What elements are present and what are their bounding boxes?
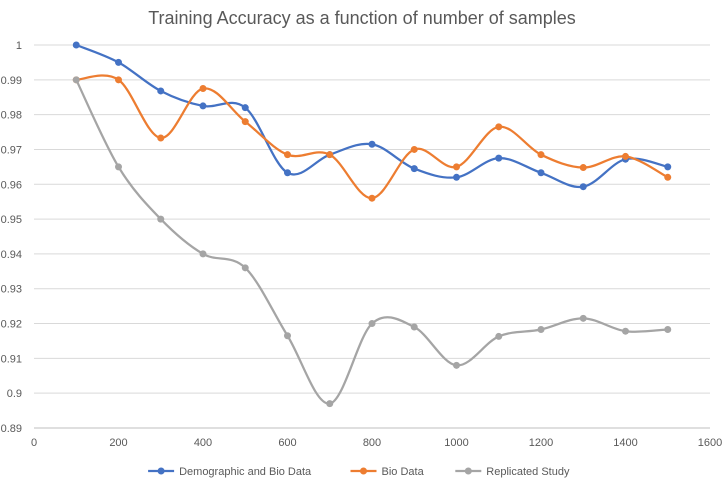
- data-point: [72, 76, 80, 84]
- legend-label: Demographic and Bio Data: [179, 466, 312, 478]
- data-point: [284, 151, 291, 159]
- data-point: [157, 134, 165, 142]
- data-point: [664, 325, 672, 333]
- data-point: [622, 327, 629, 335]
- legend-item: Replicated Study: [455, 466, 570, 478]
- y-tick-label: 0.92: [1, 319, 22, 331]
- data-point: [241, 104, 249, 112]
- data-point: [410, 323, 418, 331]
- data-point: [495, 123, 503, 131]
- y-tick-label: 1: [16, 40, 22, 52]
- y-tick-label: 0.97: [1, 144, 22, 156]
- y-tick-label: 0.93: [1, 284, 22, 296]
- data-point: [537, 169, 545, 177]
- data-point: [72, 41, 80, 49]
- y-tick-label: 0.98: [1, 110, 22, 122]
- data-point: [453, 163, 460, 171]
- y-tick-label: 0.89: [1, 423, 22, 435]
- data-point: [495, 154, 503, 162]
- data-point: [579, 164, 587, 172]
- data-point: [157, 215, 165, 223]
- data-point: [579, 314, 587, 322]
- data-point: [495, 332, 503, 340]
- series-1: [72, 74, 672, 202]
- data-point: [326, 151, 334, 159]
- data-point: [115, 76, 122, 84]
- data-point: [199, 85, 207, 93]
- legend-swatch-marker: [464, 467, 472, 475]
- x-tick-label: 0: [31, 437, 37, 449]
- gridlines: [34, 44, 710, 429]
- data-point: [284, 169, 291, 177]
- x-tick-label: 1000: [444, 437, 468, 449]
- data-point: [579, 183, 587, 191]
- data-point: [326, 400, 334, 408]
- y-tick-label: 0.9: [7, 388, 22, 400]
- data-point: [537, 151, 545, 159]
- series-line: [75, 79, 668, 405]
- x-tick-label: 1400: [613, 437, 637, 449]
- x-tick-label: 600: [278, 437, 296, 449]
- data-point: [410, 145, 418, 153]
- legend-item: Bio Data: [350, 466, 425, 478]
- data-point: [241, 264, 249, 272]
- data-point: [157, 87, 165, 95]
- legend-label: Bio Data: [382, 466, 425, 478]
- data-point: [664, 173, 672, 181]
- data-point: [199, 250, 207, 258]
- data-point: [622, 152, 629, 160]
- data-point: [115, 58, 122, 66]
- y-tick-label: 0.99: [1, 75, 22, 87]
- legend: Demographic and Bio Data Bio Data Replicat…: [148, 466, 570, 478]
- data-point: [115, 163, 122, 171]
- legend-swatch-marker: [360, 467, 367, 475]
- x-tick-label: 800: [363, 437, 381, 449]
- data-point: [453, 173, 460, 181]
- y-tick-label: 0.94: [1, 249, 22, 261]
- legend-item: Demographic and Bio Data: [148, 466, 312, 478]
- data-point: [453, 361, 460, 369]
- series-line: [75, 43, 669, 189]
- series-2: [72, 76, 672, 408]
- data-point: [410, 165, 418, 173]
- x-tick-label: 1600: [698, 437, 722, 449]
- legend-label: Replicated Study: [486, 466, 570, 478]
- y-tick-label: 0.96: [1, 179, 22, 191]
- data-point: [199, 102, 207, 110]
- y-tick-label: 0.95: [1, 214, 22, 226]
- x-tick-label: 400: [194, 437, 212, 449]
- data-point: [284, 332, 291, 340]
- chart-title: Training Accuracy as a function of numbe…: [148, 8, 576, 28]
- y-tick-label: 0.91: [1, 353, 22, 365]
- x-axis: 0 200 400 600 800 1000 1200 1400 1600: [31, 427, 722, 449]
- data-point: [368, 194, 376, 202]
- data-point: [664, 163, 672, 171]
- legend-swatch-marker: [157, 467, 165, 475]
- data-point: [368, 320, 376, 328]
- y-axis: 0.89 0.9 0.91 0.92 0.93 0.94 0.95 0.96 0.97 0.98 0…: [1, 40, 22, 435]
- x-tick-label: 1200: [529, 437, 553, 449]
- x-tick-label: 200: [109, 437, 127, 449]
- data-point: [368, 140, 376, 148]
- series-layer: [72, 41, 672, 408]
- data-point: [241, 118, 249, 126]
- data-point: [537, 325, 545, 333]
